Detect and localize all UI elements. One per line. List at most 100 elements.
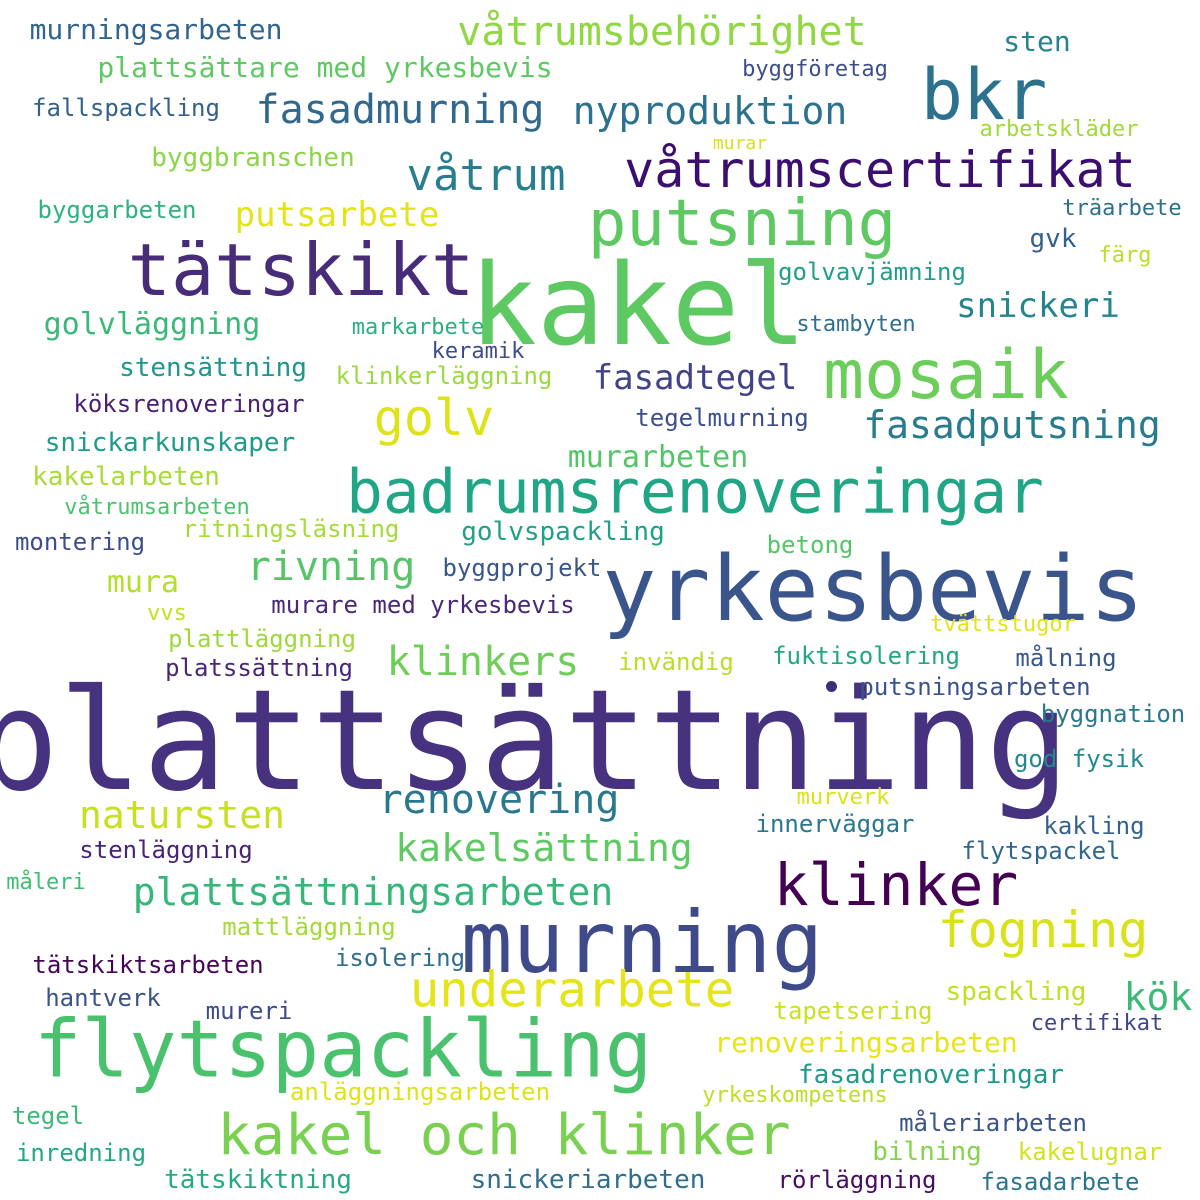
word-snickeri: snickeri (956, 286, 1120, 326)
word-tvattstugor: tvättstugor (930, 612, 1076, 637)
word-mattlaggning: mattläggning (222, 913, 396, 941)
word-mureri: mureri (205, 997, 293, 1025)
word-plattsattning: plattsättning (0, 660, 1070, 823)
word-maleri: måleri (6, 870, 86, 895)
word-fasadputsning: fasadputsning (863, 403, 1161, 447)
word-kakling: kakling (1043, 812, 1145, 840)
word-flytspackling: flytspackling (33, 1003, 653, 1096)
word-klinker: klinker (773, 851, 1019, 919)
word-murning: murning (460, 893, 824, 993)
word-fuktisolering: fuktisolering (772, 642, 960, 670)
word-traarbete: träarbete (1062, 196, 1182, 221)
word-platssattning: platssättning (165, 654, 353, 682)
word-putsning: putsning (587, 187, 897, 261)
word-fasadarbete: fasadarbete (980, 1168, 1140, 1196)
word-anlaggningsarbeten: anläggningsarbeten (289, 1078, 551, 1106)
word-betong: betong (766, 531, 854, 559)
word-innervaggar: innerväggar (755, 810, 915, 838)
word-murare-med-yrkesbevis: murare med yrkesbevis (271, 591, 575, 619)
word-putsarbete: putsarbete (234, 195, 440, 235)
word-mura: mura (106, 565, 180, 600)
word-fasadrenoveringar: fasadrenoveringar (797, 1060, 1065, 1090)
word-golvspackling: golvspackling (461, 517, 665, 547)
word-kakelugnar: kakelugnar (1017, 1138, 1163, 1166)
word-golv: golv (373, 389, 495, 447)
word-tapetsering: tapetsering (773, 997, 933, 1025)
word-renoveringsarbeten: renoveringsarbeten (714, 1026, 1018, 1059)
word-plattsattare-med-yrkesbevis: plattsättare med yrkesbevis (97, 51, 553, 84)
word-golvlaggning: golvläggning (43, 307, 261, 342)
word-god-fysik: god fysik (1013, 745, 1145, 773)
word-yrkesbevis: yrkesbevis (602, 537, 1144, 642)
word-plattlaggning: plattläggning (168, 625, 356, 653)
word-bilning: bilning (872, 1137, 982, 1167)
word-spackling: spackling (945, 977, 1087, 1007)
word-kakelsattning: kakelsättning (395, 826, 693, 870)
word-inredning: inredning (15, 1139, 147, 1167)
word-fasadmurning: fasadmurning (255, 87, 545, 133)
word-stambyten: stambyten (796, 312, 916, 337)
word-rorlaggning: rörläggning (777, 1166, 937, 1194)
word-koksrenoveringar: köksrenoveringar (73, 390, 305, 418)
word-rivning: rivning (246, 544, 416, 590)
word-natursten: natursten (79, 793, 285, 837)
word-arbetsklader: arbetskläder (979, 117, 1139, 142)
word-kakel: kakel (469, 241, 807, 371)
word-kakelarbeten: kakelarbeten (32, 462, 220, 492)
word-tatskiktning: tätskiktning (164, 1165, 352, 1195)
word-montering: montering (14, 528, 146, 556)
word-byggprojekt: byggprojekt (442, 554, 602, 582)
word-tegel: tegel (11, 1102, 85, 1130)
dot-mark (826, 681, 837, 692)
word-vatrum: våtrum (406, 150, 566, 201)
word-bkr: bkr (920, 54, 1048, 136)
word-ritningslasning: ritningsläsning (182, 515, 400, 543)
word-markarbete: markarbete (351, 315, 485, 340)
word-kok: kök (1123, 975, 1193, 1019)
word-plattsattningsarbeten: plattsättningsarbeten (132, 870, 614, 914)
word-certifikat: certifikat (1030, 1011, 1164, 1036)
word-farg: färg (1098, 243, 1152, 268)
word-murverk: murverk (796, 785, 890, 810)
word-tegelmurning: tegelmurning (635, 404, 809, 432)
word-gvk: gvk (1029, 224, 1077, 254)
word-kakel-och-klinker: kakel och klinker (217, 1103, 791, 1168)
word-malning: målning (1015, 644, 1117, 672)
word-hantverk: hantverk (45, 984, 161, 1012)
word-fasadtegel: fasadtegel (592, 358, 798, 398)
word-keramik: keramik (431, 339, 525, 364)
word-fogning: fogning (937, 901, 1149, 959)
word-vatrumsbehorighet: våtrumsbehörighet (457, 9, 867, 55)
word-flytspackel: flytspackel (961, 837, 1121, 865)
word-vatrumscertifikat: våtrumscertifikat (624, 141, 1136, 199)
word-maleriarbeten: måleriarbeten (899, 1109, 1087, 1137)
word-yrkeskompetens: yrkeskompetens (702, 1083, 888, 1108)
word-byggnation: byggnation (1040, 700, 1186, 728)
word-badrumsrenoveringar: badrumsrenoveringar (346, 456, 1044, 528)
word-snickeriarbeten: snickeriarbeten (470, 1165, 706, 1195)
word-invandig: invändig (618, 648, 734, 676)
word-tatskikt: tätskikt (127, 228, 475, 312)
word-putsningsarbeten: putsningsarbeten (859, 673, 1091, 701)
word-nyproduktion: nyproduktion (572, 89, 848, 133)
word-murar: murar (712, 133, 768, 154)
word-murarbeten: murarbeten (567, 440, 749, 475)
word-byggforetag: byggföretag (742, 57, 888, 82)
word-murningsarbeten: murningsarbeten (29, 13, 283, 46)
word-fallspackling: fallspackling (32, 94, 220, 122)
word-renovering: renovering (378, 777, 620, 823)
word-klinkers: klinkers (386, 639, 580, 685)
word-vvs: vvs (147, 601, 187, 626)
word-mosaik: mosaik (823, 336, 1069, 415)
word-isolering: isolering (334, 944, 466, 972)
word-tatskiktsarbeten: tätskiktsarbeten (32, 951, 264, 979)
word-klinkerlaggning: klinkerläggning (335, 362, 553, 390)
word-stensattning: stensättning (119, 353, 307, 383)
word-golvavjamning: golvavjämning (778, 258, 966, 286)
word-sten: sten (1003, 25, 1071, 58)
word-underarbete: underarbete (409, 961, 735, 1019)
word-byggbranschen: byggbranschen (151, 143, 355, 173)
word-stenlaggning: stenläggning (79, 836, 253, 864)
word-snickarkunskaper: snickarkunskaper (44, 428, 296, 458)
